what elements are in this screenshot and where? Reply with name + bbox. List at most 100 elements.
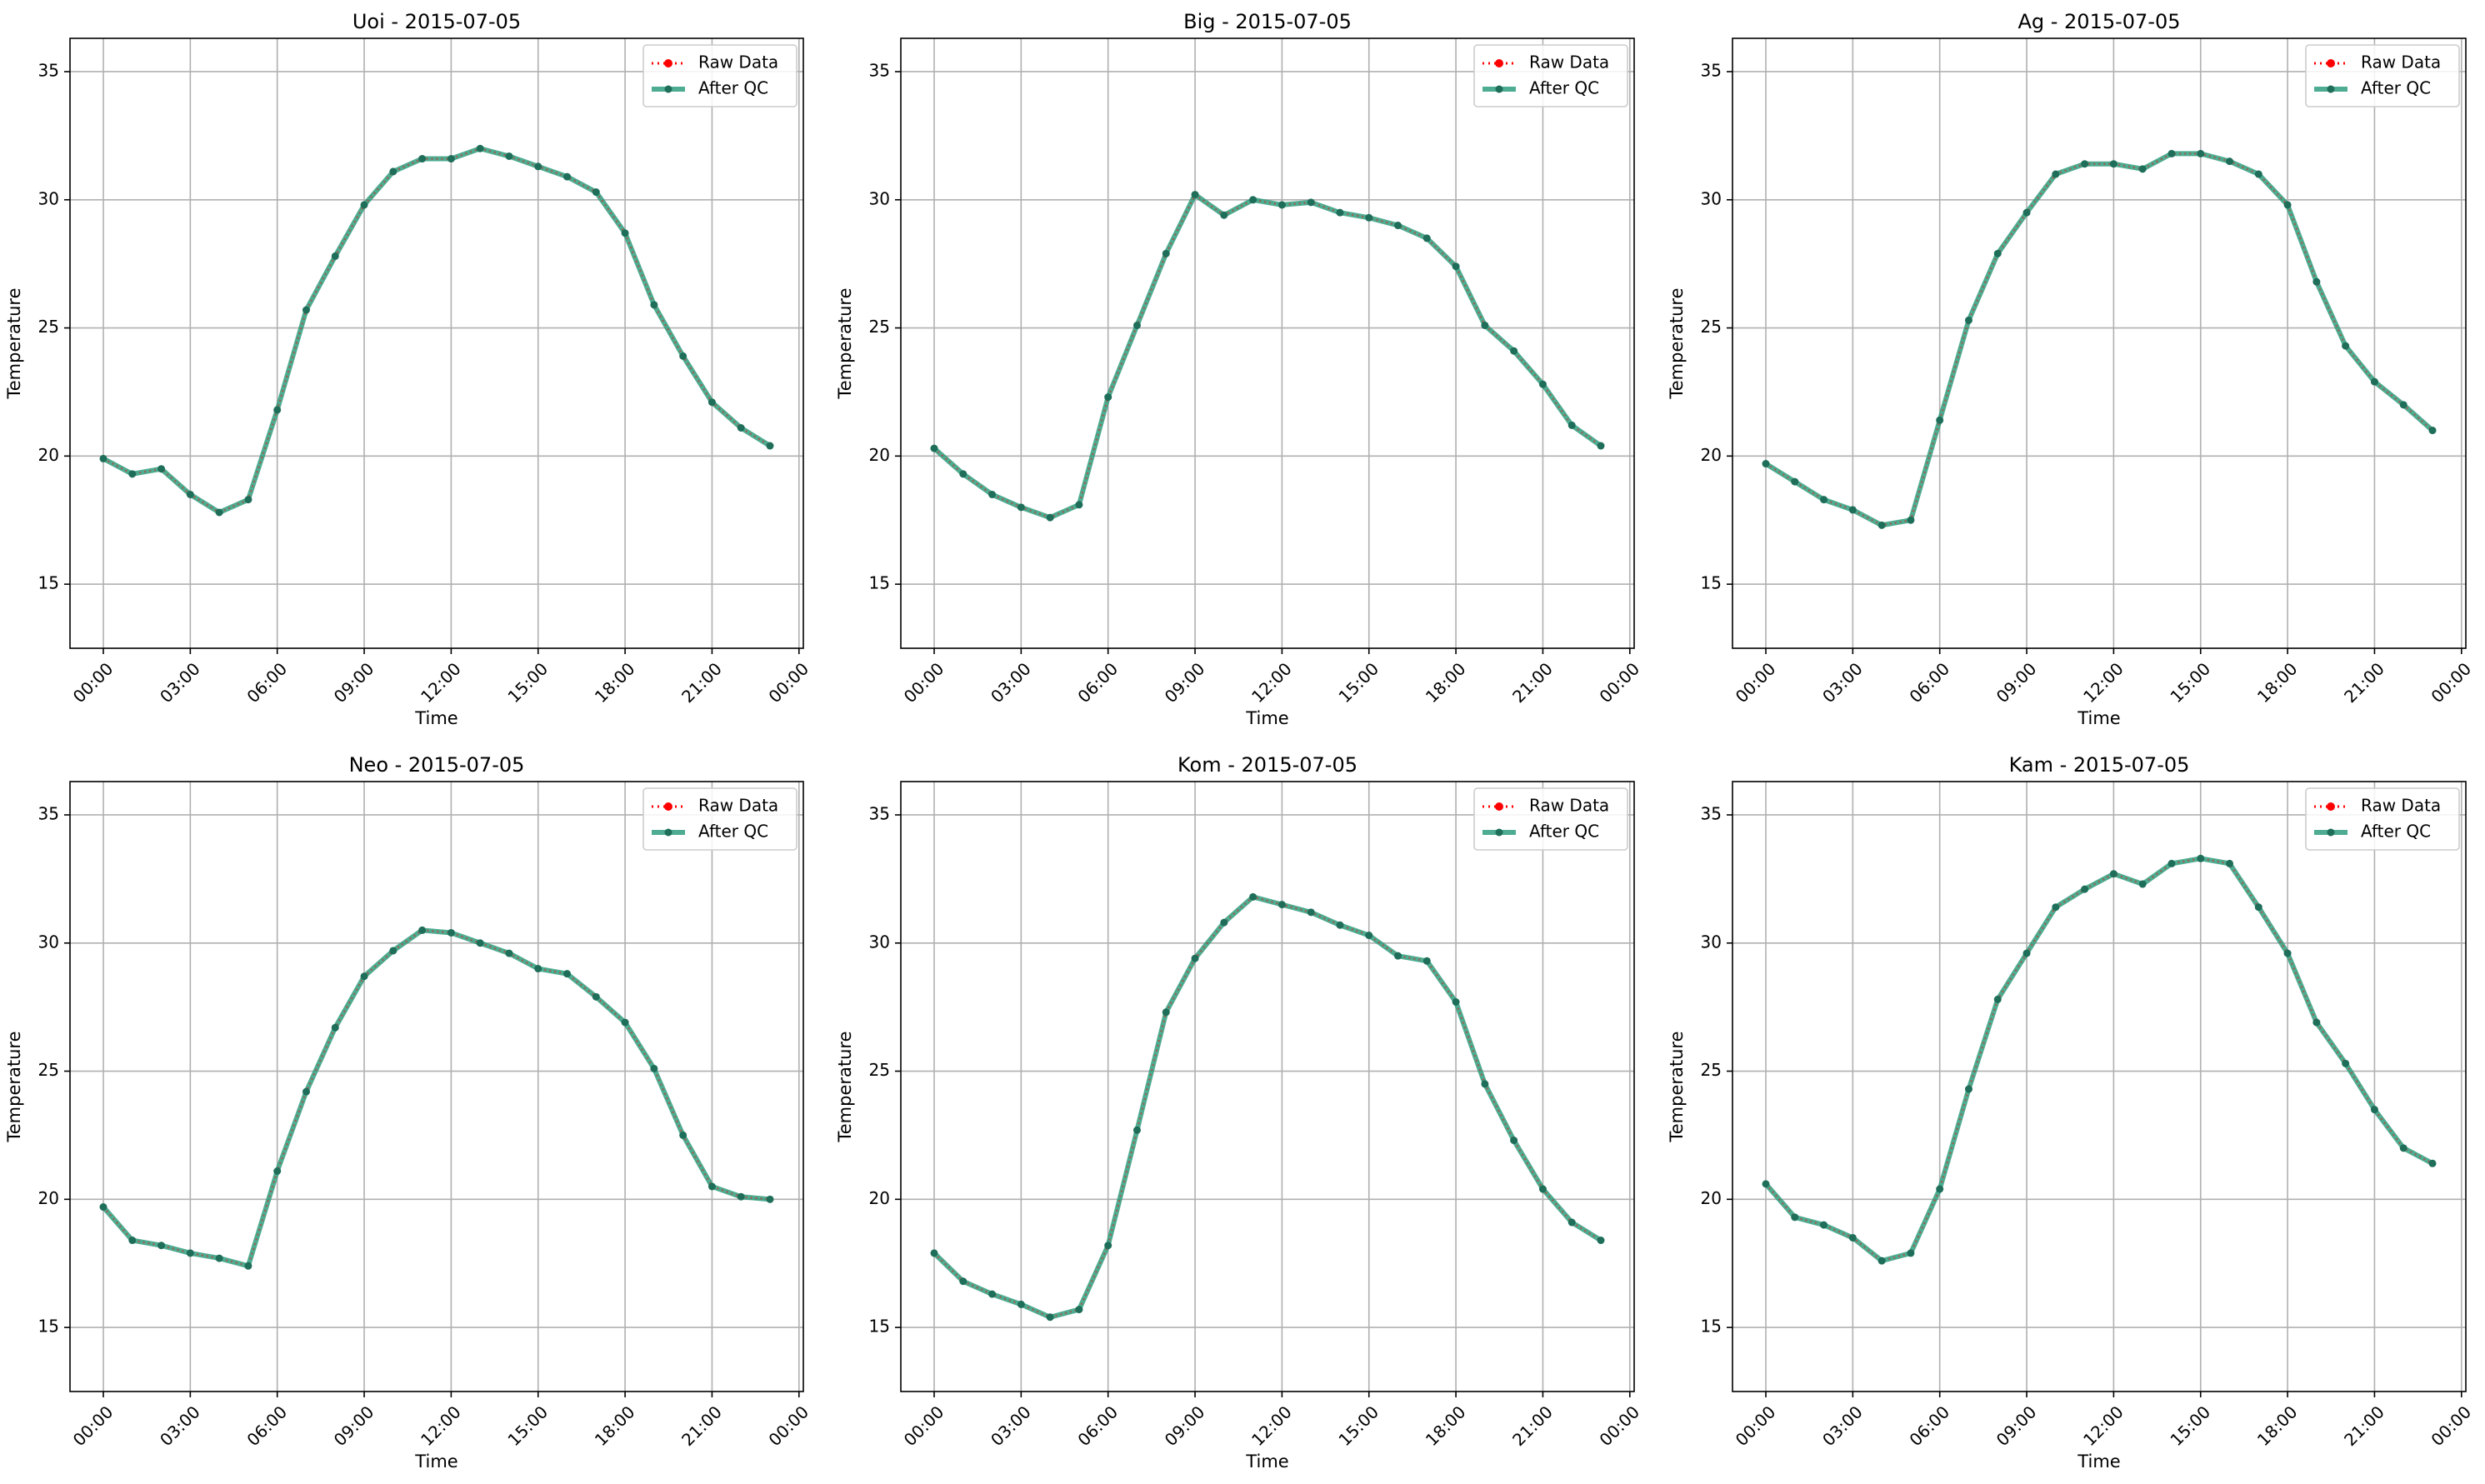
data-point (447, 155, 455, 163)
data-point (1481, 1080, 1489, 1088)
x-tick-label: 18:00 (591, 658, 639, 707)
data-point (2197, 854, 2205, 862)
data-point (389, 167, 398, 176)
data-point (1568, 1218, 1576, 1227)
legend-marker-raw-data (664, 59, 672, 67)
y-tick-label: 25 (38, 1060, 59, 1080)
data-point (1762, 460, 1770, 468)
chart-title: Ag - 2015-07-05 (2018, 10, 2180, 33)
legend-marker-raw-data (2327, 802, 2335, 811)
data-point (1394, 222, 1402, 230)
data-point (1075, 1306, 1083, 1314)
data-point (708, 1182, 716, 1191)
data-point (1336, 921, 1344, 929)
data-point (1791, 1213, 1799, 1222)
legend-marker-after-qc (2327, 828, 2335, 837)
data-point (2081, 160, 2089, 168)
data-point (2254, 903, 2262, 912)
series-line-after-qc (101, 927, 771, 1269)
data-point (679, 352, 688, 360)
data-point (1307, 198, 1315, 207)
data-point (1597, 1237, 1605, 1245)
legend-marker-after-qc (664, 85, 672, 93)
series-line-raw-data (102, 929, 771, 1267)
data-point (1510, 1137, 1518, 1145)
data-point (1422, 234, 1431, 242)
y-tick-label: 35 (869, 60, 890, 80)
data-point (2254, 170, 2262, 178)
series-line-after-qc (932, 894, 1602, 1320)
y-tick-label: 35 (38, 803, 59, 823)
data-point (1848, 1233, 1857, 1242)
data-point (2022, 949, 2031, 957)
x-tick-label: 03:00 (156, 1402, 204, 1450)
x-axis-label: Time (1245, 1452, 1288, 1472)
x-tick-label: 00:00 (764, 658, 812, 707)
x-tick-label: 00:00 (69, 1402, 118, 1450)
legend-label-after-qc: After QC (2361, 822, 2431, 842)
data-point (621, 1018, 629, 1027)
y-tick-label: 15 (38, 573, 59, 593)
data-point (128, 470, 137, 478)
y-tick-label: 20 (869, 1188, 890, 1208)
x-axis-label: Time (2077, 1452, 2120, 1472)
y-tick-label: 25 (1701, 1060, 1722, 1080)
data-point (2138, 165, 2147, 173)
series-line-after-qc (932, 192, 1602, 521)
data-point (1597, 442, 1605, 450)
y-tick-label: 30 (869, 188, 890, 208)
y-tick-label: 30 (1701, 188, 1722, 208)
data-point (959, 470, 968, 478)
data-point (988, 1290, 997, 1298)
data-point (737, 423, 745, 432)
data-point (1307, 908, 1315, 917)
data-point (1336, 208, 1344, 217)
x-tick-label: 15:00 (2166, 1402, 2214, 1450)
y-tick-label: 30 (1701, 932, 1722, 952)
data-point (505, 949, 513, 957)
chart-title: Kom - 2015-07-05 (1178, 753, 1358, 777)
x-tick-label: 15:00 (2166, 658, 2214, 707)
x-tick-label: 15:00 (1334, 658, 1382, 707)
data-point (476, 144, 484, 152)
data-point (737, 1192, 745, 1201)
x-tick-label: 09:00 (1992, 1402, 2041, 1450)
data-point (1017, 1300, 1025, 1308)
x-tick-label: 00:00 (900, 658, 948, 707)
x-tick-label: 15:00 (1334, 1402, 1382, 1450)
legend: Raw Data After QC (1473, 787, 1628, 851)
x-tick-label: 21:00 (1508, 658, 1557, 707)
legend-marker-raw-data (2327, 59, 2335, 67)
x-tick-label: 09:00 (1161, 658, 1209, 707)
legend-label-raw-data: Raw Data (2361, 52, 2441, 72)
data-point (766, 1195, 774, 1203)
x-tick-label: 03:00 (987, 658, 1035, 707)
x-tick-label: 00:00 (1595, 658, 1643, 707)
data-point (418, 926, 427, 934)
y-tick-label: 20 (38, 1188, 59, 1208)
x-tick-label: 15:00 (503, 1402, 552, 1450)
x-tick-label: 21:00 (1508, 1402, 1557, 1450)
legend-label-after-qc: After QC (1529, 822, 1599, 842)
legend-marker-raw-data (1495, 802, 1503, 811)
data-point (1220, 211, 1228, 219)
data-point (2226, 157, 2234, 166)
data-point (1365, 213, 1373, 222)
x-tick-label: 18:00 (1422, 1402, 1470, 1450)
y-axis-label: Temperature (4, 287, 24, 399)
data-point (592, 992, 600, 1001)
series-line-raw-data (933, 192, 1602, 519)
x-tick-label: 09:00 (1161, 1402, 1209, 1450)
x-tick-label: 06:00 (1905, 1402, 1953, 1450)
data-point (505, 152, 513, 160)
legend-label-raw-data: Raw Data (698, 52, 778, 72)
data-point (2022, 208, 2031, 217)
data-point (1452, 262, 1460, 271)
x-axis-label: Time (1245, 708, 1288, 728)
y-tick-label: 35 (1701, 60, 1722, 80)
data-point (1538, 380, 1547, 388)
data-point (418, 155, 427, 163)
series-line-after-qc (102, 146, 772, 515)
data-point (1422, 957, 1431, 965)
